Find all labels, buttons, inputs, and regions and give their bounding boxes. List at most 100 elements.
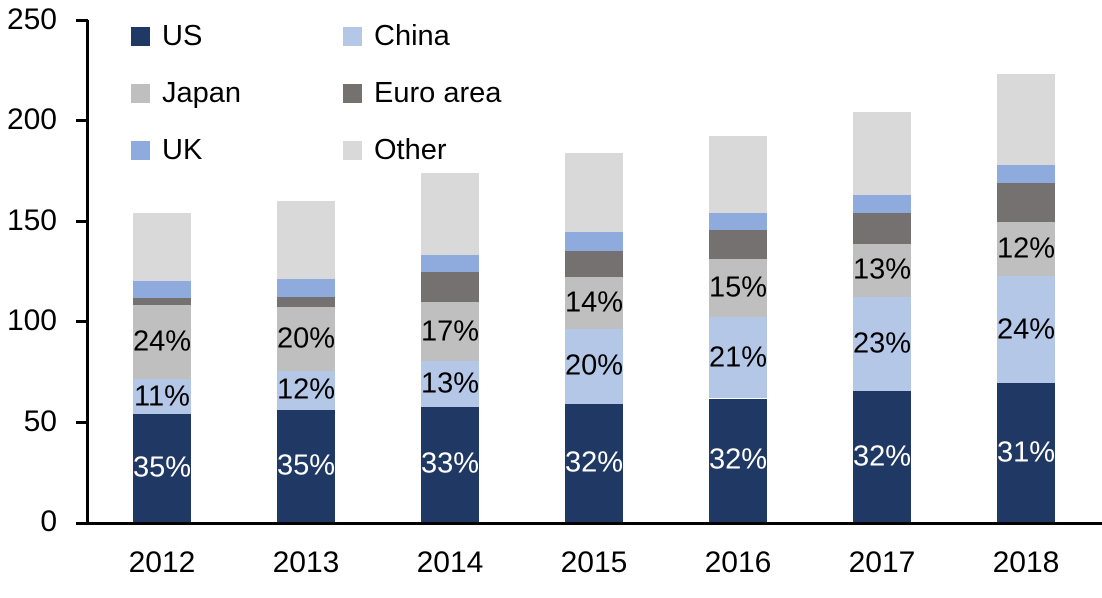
bar-segment-uk — [853, 194, 911, 213]
legend-label: Other — [374, 134, 447, 166]
bar-segment-other — [277, 200, 335, 280]
legend-item-other: Other — [343, 122, 501, 179]
bar-label: 32% — [708, 443, 768, 476]
y-tick — [76, 19, 88, 22]
y-tick-label: 250 — [6, 3, 57, 36]
y-tick — [76, 220, 88, 223]
bar-segment-other — [709, 136, 767, 213]
bar-label: 21% — [708, 341, 768, 374]
y-tick — [76, 119, 88, 122]
bar-segment-japan — [709, 258, 767, 318]
legend-label: China — [374, 20, 450, 52]
bar-segment-other — [133, 212, 191, 282]
y-tick-label: 50 — [23, 405, 57, 438]
legend-item-japan: Japan — [131, 65, 343, 122]
bar-segment-other — [421, 172, 479, 255]
legend-item-euro-area: Euro area — [343, 65, 501, 122]
bar-segment-uk — [133, 281, 191, 299]
bar-segment-euro-area — [565, 250, 623, 277]
y-tick — [76, 421, 88, 424]
bar-label: 17% — [420, 315, 480, 348]
bar-segment-japan — [853, 243, 911, 298]
bar-label: 32% — [564, 446, 624, 479]
bar-label: 24% — [132, 325, 192, 358]
legend-swatch — [131, 141, 150, 160]
bar-label: 12% — [996, 232, 1056, 265]
bar-segment-china — [277, 371, 335, 410]
bar-segment-china — [421, 361, 479, 407]
bar-segment-china — [133, 379, 191, 414]
y-tick-label: 150 — [6, 204, 57, 237]
bar-segment-uk — [709, 212, 767, 230]
bar-segment-other — [565, 152, 623, 232]
bar-segment-us — [421, 406, 479, 522]
bar-segment-japan — [133, 305, 191, 380]
legend: US China Japan Euro area UK Other — [131, 8, 501, 179]
bar-segment-euro-area — [421, 272, 479, 303]
bar-label: 33% — [420, 447, 480, 480]
x-tick-label: 2013 — [272, 546, 340, 579]
bar-segment-uk — [277, 279, 335, 298]
bar-segment-japan — [421, 302, 479, 362]
bar-label: 23% — [852, 327, 912, 360]
x-tick-label: 2016 — [704, 546, 772, 579]
legend-swatch — [131, 27, 150, 46]
legend-swatch — [343, 27, 362, 46]
y-tick-label: 200 — [6, 103, 57, 136]
bar-segment-us — [997, 383, 1055, 522]
legend-swatch — [131, 84, 150, 103]
bar-segment-japan — [277, 307, 335, 372]
bar-label: 15% — [708, 271, 768, 304]
bar-segment-uk — [421, 254, 479, 272]
legend-item-us: US — [131, 8, 343, 65]
bar-segment-euro-area — [133, 298, 191, 306]
bar-segment-euro-area — [709, 229, 767, 259]
legend-item-china: China — [343, 8, 501, 65]
legend-swatch — [343, 141, 362, 160]
bar-label: 13% — [420, 367, 480, 400]
x-tick-label: 2017 — [848, 546, 916, 579]
bar-segment-china — [997, 276, 1055, 384]
bar-segment-china — [709, 317, 767, 399]
bar-label: 13% — [852, 253, 912, 286]
x-axis-line — [76, 522, 1102, 525]
bar-label: 11% — [134, 380, 190, 412]
bar-segment-china — [853, 297, 911, 392]
bar-label: 32% — [852, 440, 912, 473]
y-tick — [76, 320, 88, 323]
legend-item-uk: UK — [131, 122, 343, 179]
bar-segment-us — [709, 398, 767, 522]
legend-swatch — [343, 84, 362, 103]
bar-segment-us — [133, 413, 191, 522]
bar-segment-uk — [565, 231, 623, 251]
bar-label: 20% — [564, 349, 624, 382]
bar-label: 35% — [276, 449, 336, 482]
bar-label: 31% — [996, 436, 1056, 469]
bar-segment-japan — [565, 277, 623, 330]
y-tick-label: 0 — [40, 505, 57, 538]
y-axis-line — [86, 20, 89, 525]
bar-segment-china — [565, 329, 623, 404]
x-tick-label: 2012 — [128, 546, 196, 579]
bar-segment-other — [853, 112, 911, 195]
legend-label: Euro area — [374, 77, 502, 109]
bar-segment-us — [853, 391, 911, 522]
bar-segment-euro-area — [853, 212, 911, 244]
bar-label: 14% — [564, 286, 624, 319]
bar-segment-us — [277, 409, 335, 522]
bar-segment-euro-area — [277, 297, 335, 308]
bar-segment-uk — [997, 164, 1055, 183]
bar-label: 20% — [276, 322, 336, 355]
bar-label: 24% — [996, 313, 1056, 346]
x-tick-label: 2015 — [560, 546, 628, 579]
x-tick-label: 2018 — [992, 546, 1060, 579]
bar-segment-us — [565, 403, 623, 522]
bar-segment-euro-area — [997, 182, 1055, 222]
legend-label: US — [162, 20, 203, 52]
y-tick-label: 100 — [6, 304, 57, 337]
bar-label: 35% — [132, 451, 192, 484]
legend-label: UK — [162, 134, 203, 166]
x-tick-label: 2014 — [416, 546, 484, 579]
legend-label: Japan — [162, 77, 242, 109]
